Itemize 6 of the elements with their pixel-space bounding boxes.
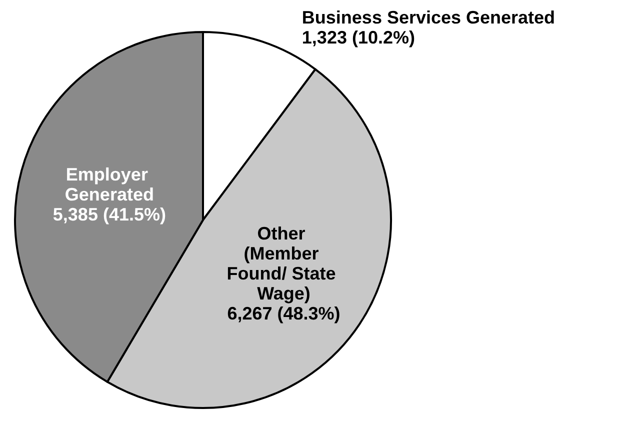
slice-label: Business Services Generated	[302, 7, 556, 28]
slice-label: Employer Generated	[64, 164, 154, 204]
slice-label: Other (Member Found/ State Wage)	[226, 224, 341, 304]
data-label: 6,267 (48.3%)	[227, 304, 340, 324]
data-label: 1,323 (10.2%)	[302, 27, 415, 48]
data-label: 5,385 (41.5%)	[52, 204, 166, 224]
